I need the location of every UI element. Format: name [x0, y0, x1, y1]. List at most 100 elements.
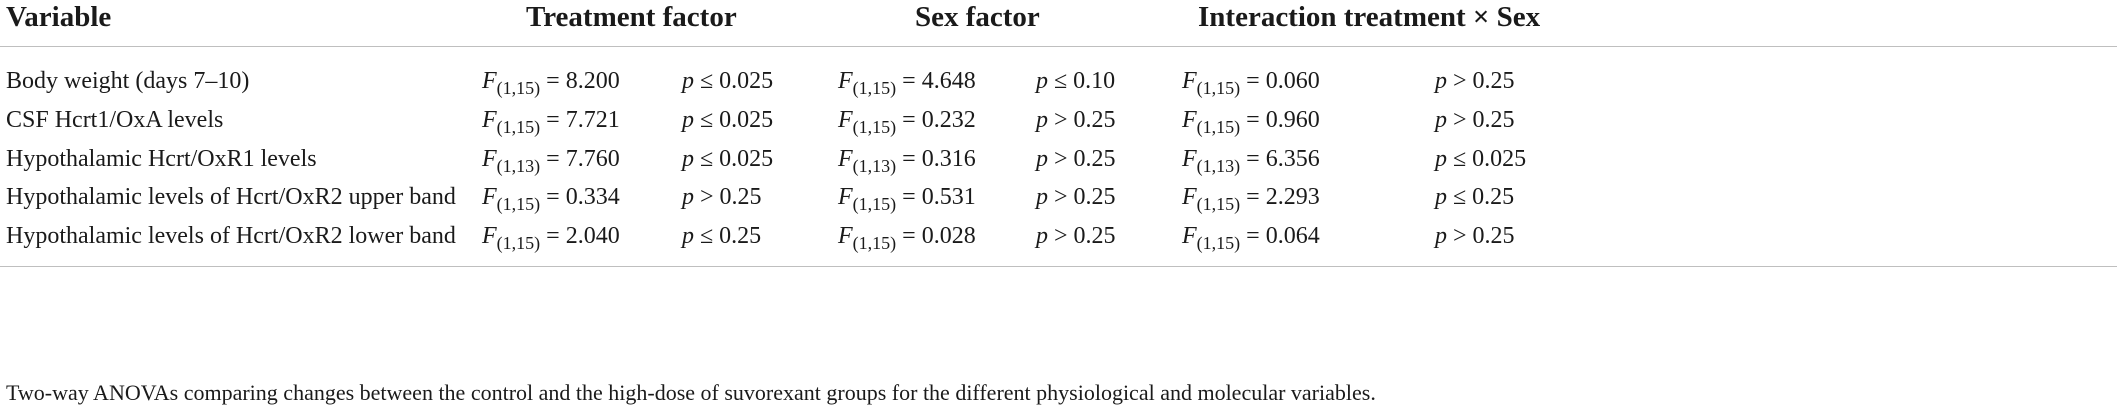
p-symbol: p	[1435, 68, 1447, 94]
f-symbol: F	[1182, 68, 1197, 94]
p-symbol: p	[1435, 146, 1447, 172]
p-symbol: p	[1036, 223, 1048, 249]
f-symbol: F	[838, 68, 853, 94]
p-value: p > 0.25	[1435, 66, 1515, 96]
degrees-of-freedom: (1,15)	[1196, 78, 1241, 98]
p-value: p > 0.25	[682, 182, 762, 212]
p-symbol: p	[682, 223, 694, 249]
header-treatment-factor: Treatment factor	[526, 1, 737, 33]
p-value: p ≤ 0.25	[1435, 182, 1514, 212]
f-statistic: F(1,15) = 0.060	[1182, 66, 1320, 98]
f-statistic: F(1,13) = 6.356	[1182, 144, 1320, 176]
p-symbol: p	[682, 68, 694, 94]
p-value: p > 0.25	[1036, 105, 1116, 135]
degrees-of-freedom: (1,13)	[1196, 156, 1241, 176]
p-threshold: ≤ 0.025	[694, 146, 774, 172]
header-divider	[0, 46, 2117, 47]
f-symbol: F	[482, 68, 497, 94]
f-value: = 2.040	[540, 223, 620, 249]
degrees-of-freedom: (1,15)	[852, 117, 897, 137]
row-label: CSF Hcrt1/OxA levels	[6, 107, 224, 133]
f-statistic: F(1,15) = 0.232	[838, 105, 976, 137]
f-value: = 0.060	[1240, 68, 1320, 94]
p-symbol: p	[1036, 184, 1048, 210]
f-symbol: F	[1182, 146, 1197, 172]
p-value: p > 0.25	[1435, 221, 1515, 251]
f-value: = 0.960	[1240, 107, 1320, 133]
header-interaction: Interaction treatment × Sex	[1198, 1, 1541, 33]
degrees-of-freedom: (1,13)	[852, 156, 897, 176]
f-statistic: F(1,15) = 0.960	[1182, 105, 1320, 137]
f-statistic: F(1,13) = 0.316	[838, 144, 976, 176]
f-value: = 6.356	[1240, 146, 1320, 172]
f-value: = 0.334	[540, 184, 620, 210]
p-threshold: ≤ 0.025	[1447, 146, 1527, 172]
p-symbol: p	[1435, 223, 1447, 249]
p-value: p > 0.25	[1036, 144, 1116, 174]
f-symbol: F	[1182, 184, 1197, 210]
f-value: = 8.200	[540, 68, 620, 94]
p-threshold: > 0.25	[1048, 146, 1116, 172]
f-symbol: F	[482, 107, 497, 133]
p-symbol: p	[682, 107, 694, 133]
p-threshold: > 0.25	[1447, 223, 1515, 249]
p-threshold: > 0.25	[1447, 68, 1515, 94]
f-statistic: F(1,15) = 4.648	[838, 66, 976, 98]
p-threshold: ≤ 0.025	[694, 68, 774, 94]
row-label: Hypothalamic Hcrt/OxR1 levels	[6, 146, 317, 172]
p-symbol: p	[1036, 146, 1048, 172]
f-value: = 0.232	[896, 107, 976, 133]
degrees-of-freedom: (1,15)	[496, 194, 541, 214]
degrees-of-freedom: (1,15)	[852, 78, 897, 98]
f-symbol: F	[838, 107, 853, 133]
f-statistic: F(1,15) = 0.334	[482, 182, 620, 214]
f-statistic: F(1,15) = 0.028	[838, 221, 976, 253]
p-symbol: p	[1435, 184, 1447, 210]
f-symbol: F	[838, 146, 853, 172]
degrees-of-freedom: (1,15)	[1196, 233, 1241, 253]
p-value: p > 0.25	[1435, 105, 1515, 135]
f-statistic: F(1,15) = 0.531	[838, 182, 976, 214]
p-value: p ≤ 0.10	[1036, 66, 1115, 96]
table-footnote: Two-way ANOVAs comparing changes between…	[6, 380, 1376, 405]
f-statistic: F(1,13) = 7.760	[482, 144, 620, 176]
f-value: = 0.531	[896, 184, 976, 210]
p-threshold: ≤ 0.25	[694, 223, 762, 249]
p-threshold: > 0.25	[1048, 184, 1116, 210]
p-threshold: ≤ 0.025	[694, 107, 774, 133]
f-symbol: F	[1182, 107, 1197, 133]
f-symbol: F	[482, 184, 497, 210]
p-symbol: p	[1036, 68, 1048, 94]
row-label: Hypothalamic levels of Hcrt/OxR2 upper b…	[6, 184, 456, 210]
f-symbol: F	[838, 223, 853, 249]
p-threshold: > 0.25	[1048, 223, 1116, 249]
degrees-of-freedom: (1,15)	[496, 233, 541, 253]
p-threshold: > 0.25	[1048, 107, 1116, 133]
header-variable: Variable	[6, 1, 112, 33]
f-statistic: F(1,15) = 7.721	[482, 105, 620, 137]
p-symbol: p	[682, 184, 694, 210]
f-symbol: F	[838, 184, 853, 210]
p-symbol: p	[682, 146, 694, 172]
p-symbol: p	[1435, 107, 1447, 133]
f-value: = 0.064	[1240, 223, 1320, 249]
degrees-of-freedom: (1,15)	[1196, 117, 1241, 137]
p-value: p > 0.25	[1036, 182, 1116, 212]
footer-divider	[0, 266, 2117, 267]
row-label: Hypothalamic levels of Hcrt/OxR2 lower b…	[6, 223, 456, 249]
p-value: p > 0.25	[1036, 221, 1116, 251]
header-sex-factor: Sex factor	[915, 1, 1040, 33]
f-statistic: F(1,15) = 8.200	[482, 66, 620, 98]
f-value: = 4.648	[896, 68, 976, 94]
row-label: Body weight (days 7–10)	[6, 68, 250, 94]
p-threshold: ≤ 0.25	[1447, 184, 1515, 210]
f-value: = 7.721	[540, 107, 620, 133]
p-value: p ≤ 0.025	[682, 144, 773, 174]
p-symbol: p	[1036, 107, 1048, 133]
p-threshold: > 0.25	[1447, 107, 1515, 133]
f-symbol: F	[1182, 223, 1197, 249]
f-value: = 0.028	[896, 223, 976, 249]
degrees-of-freedom: (1,15)	[1196, 194, 1241, 214]
degrees-of-freedom: (1,15)	[852, 233, 897, 253]
p-value: p ≤ 0.025	[682, 66, 773, 96]
